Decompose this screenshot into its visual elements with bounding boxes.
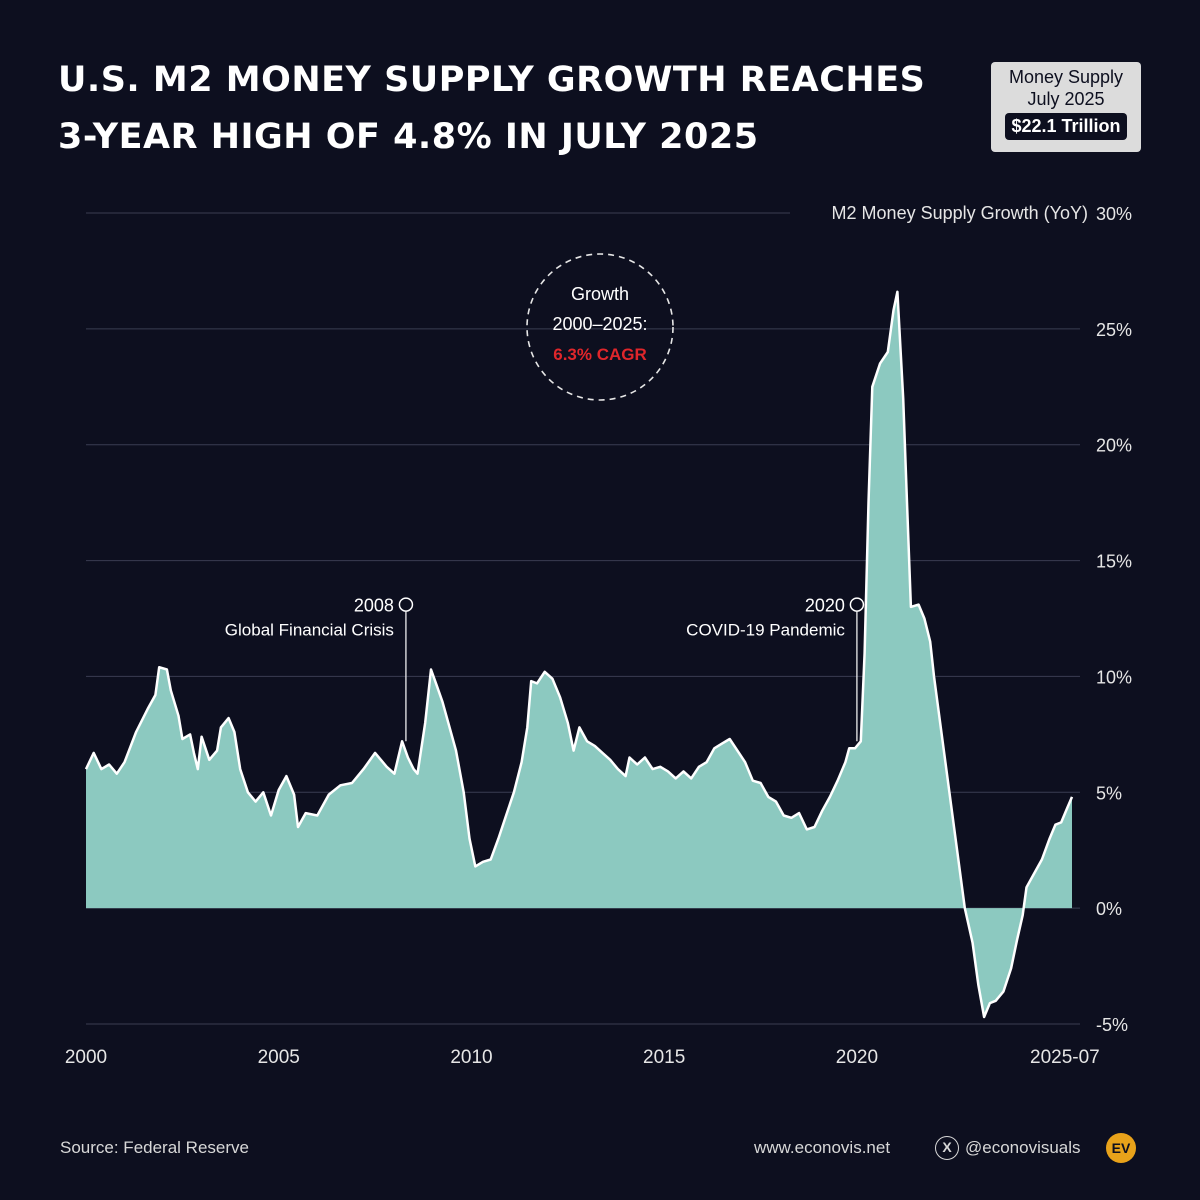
y-tick-label: 0%	[1096, 899, 1122, 919]
badge-value: $22.1 Trillion	[1005, 113, 1127, 140]
y-tick-label: 5%	[1096, 783, 1122, 803]
cagr-callout-line-1: Growth	[571, 284, 629, 304]
y-tick-label: 20%	[1096, 436, 1132, 456]
x-tick-label: 2015	[643, 1047, 685, 1068]
annotation-label: Global Financial Crisis	[225, 621, 394, 640]
cagr-callout-line-2: 2000–2025:	[552, 314, 647, 334]
y-axis-label: M2 Money Supply Growth (YoY)	[832, 203, 1088, 223]
y-tick-label: 15%	[1096, 552, 1132, 572]
econovisuals-logo: EV	[1106, 1133, 1136, 1163]
chart-title-line-2: 3-YEAR HIGH OF 4.8% IN JULY 2025	[58, 117, 759, 157]
growth-area-fill	[86, 291, 1072, 1017]
y-tick-label: 10%	[1096, 667, 1132, 687]
chart-title: U.S. M2 MONEY SUPPLY GROWTH REACHES 3-YE…	[58, 52, 938, 166]
badge-label-line-2: July 2025	[1027, 89, 1105, 109]
cagr-callout: Growth 2000–2025: 6.3% CAGR	[526, 253, 674, 401]
annotation-year: 2020	[805, 596, 845, 616]
annotation-marker	[398, 597, 414, 612]
footer-social-handle[interactable]: @econovisuals	[965, 1138, 1081, 1157]
annotation-label: COVID-19 Pandemic	[686, 621, 845, 640]
event-annotation: 2020 COVID-19 Pandemic	[686, 596, 865, 742]
cagr-callout-value: 6.3% CAGR	[553, 345, 647, 364]
y-tick-label: 30%	[1096, 204, 1132, 224]
badge-label-line-1: Money Supply	[1008, 67, 1124, 87]
footer-source: Source: Federal Reserve	[60, 1138, 249, 1157]
footer-website-link[interactable]: www.econovis.net	[754, 1138, 891, 1157]
annotation-marker	[849, 597, 865, 612]
growth-series-line	[84, 290, 1074, 1019]
x-tick-label: 2010	[450, 1047, 492, 1068]
money-supply-badge: Money Supply July 2025 $22.1 Trillion	[991, 62, 1141, 152]
x-logo-icon[interactable]: X	[935, 1136, 959, 1160]
y-tick-label: -5%	[1096, 1015, 1128, 1035]
chart-title-line-1: U.S. M2 MONEY SUPPLY GROWTH REACHES	[58, 60, 926, 100]
event-annotation: 2008 Global Financial Crisis	[225, 596, 414, 742]
y-tick-label: 25%	[1096, 320, 1132, 340]
annotation-year: 2008	[354, 596, 394, 616]
x-tick-label: 2025-07	[1030, 1047, 1100, 1068]
x-tick-label: 2000	[65, 1047, 107, 1068]
cagr-callout-circle	[526, 253, 674, 401]
x-tick-label: 2020	[836, 1047, 878, 1068]
x-tick-label: 2005	[258, 1047, 300, 1068]
